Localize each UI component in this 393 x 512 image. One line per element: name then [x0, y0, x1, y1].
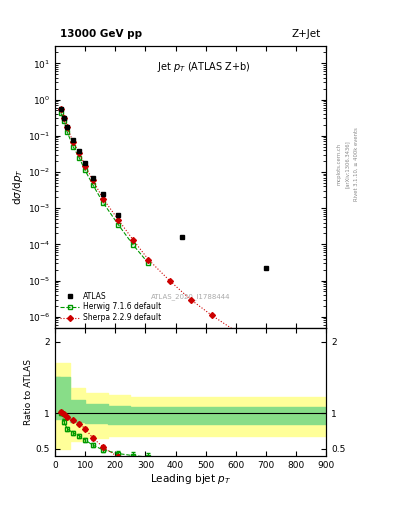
ATLAS [83, 160, 88, 166]
Sherpa 2.2.9 default [131, 237, 136, 243]
Sherpa 2.2.9 default [77, 150, 81, 156]
ATLAS [59, 106, 63, 112]
Sherpa 2.2.9 default [167, 278, 172, 284]
Sherpa 2.2.9 default [90, 177, 95, 183]
ATLAS [264, 265, 268, 271]
Sherpa 2.2.9 default [71, 139, 75, 145]
ATLAS [116, 212, 121, 218]
Sherpa 2.2.9 default [59, 105, 63, 112]
Herwig 7.1.6 default [101, 200, 106, 206]
Sherpa 2.2.9 default [282, 353, 286, 359]
Sherpa 2.2.9 default [65, 124, 70, 131]
Y-axis label: Ratio to ATLAS: Ratio to ATLAS [24, 359, 33, 424]
Line: Herwig 7.1.6 default: Herwig 7.1.6 default [59, 111, 151, 266]
Sherpa 2.2.9 default [146, 257, 151, 263]
Sherpa 2.2.9 default [101, 196, 106, 202]
Sherpa 2.2.9 default [233, 328, 238, 334]
Herwig 7.1.6 default [77, 155, 81, 161]
Legend: ATLAS, Herwig 7.1.6 default, Sherpa 2.2.9 default: ATLAS, Herwig 7.1.6 default, Sherpa 2.2.… [59, 290, 163, 324]
Line: Sherpa 2.2.9 default: Sherpa 2.2.9 default [59, 106, 286, 358]
Text: Jet $p_T$ (ATLAS Z+b): Jet $p_T$ (ATLAS Z+b) [157, 60, 251, 74]
ATLAS [101, 190, 106, 197]
Text: Rivet 3.1.10, ≥ 400k events: Rivet 3.1.10, ≥ 400k events [353, 127, 358, 201]
ATLAS [77, 148, 81, 154]
Herwig 7.1.6 default [71, 143, 75, 150]
ATLAS [90, 175, 95, 181]
Y-axis label: d$\sigma$/d$p_T$: d$\sigma$/d$p_T$ [11, 168, 25, 205]
Line: ATLAS: ATLAS [59, 106, 268, 271]
Herwig 7.1.6 default [116, 222, 121, 228]
ATLAS [65, 123, 70, 130]
Sherpa 2.2.9 default [116, 217, 121, 223]
Text: 13000 GeV pp: 13000 GeV pp [61, 29, 143, 39]
Herwig 7.1.6 default [83, 167, 88, 174]
Text: mcplots.cern.ch: mcplots.cern.ch [336, 143, 341, 185]
Sherpa 2.2.9 default [62, 115, 66, 121]
Herwig 7.1.6 default [59, 110, 63, 116]
Herwig 7.1.6 default [90, 181, 95, 187]
ATLAS [62, 115, 66, 121]
ATLAS [179, 234, 184, 241]
Text: ATLAS_2020_I1788444: ATLAS_2020_I1788444 [151, 293, 230, 300]
Sherpa 2.2.9 default [188, 296, 193, 303]
Herwig 7.1.6 default [62, 118, 66, 124]
Text: Z+Jet: Z+Jet [292, 29, 321, 39]
X-axis label: Leading bjet $p_T$: Leading bjet $p_T$ [150, 472, 231, 486]
Sherpa 2.2.9 default [209, 312, 214, 318]
Herwig 7.1.6 default [131, 242, 136, 248]
Sherpa 2.2.9 default [264, 344, 268, 350]
Sherpa 2.2.9 default [83, 162, 88, 168]
Text: [arXiv:1306.3436]: [arXiv:1306.3436] [345, 140, 350, 188]
Herwig 7.1.6 default [65, 129, 70, 135]
Herwig 7.1.6 default [146, 260, 151, 266]
ATLAS [71, 137, 75, 143]
